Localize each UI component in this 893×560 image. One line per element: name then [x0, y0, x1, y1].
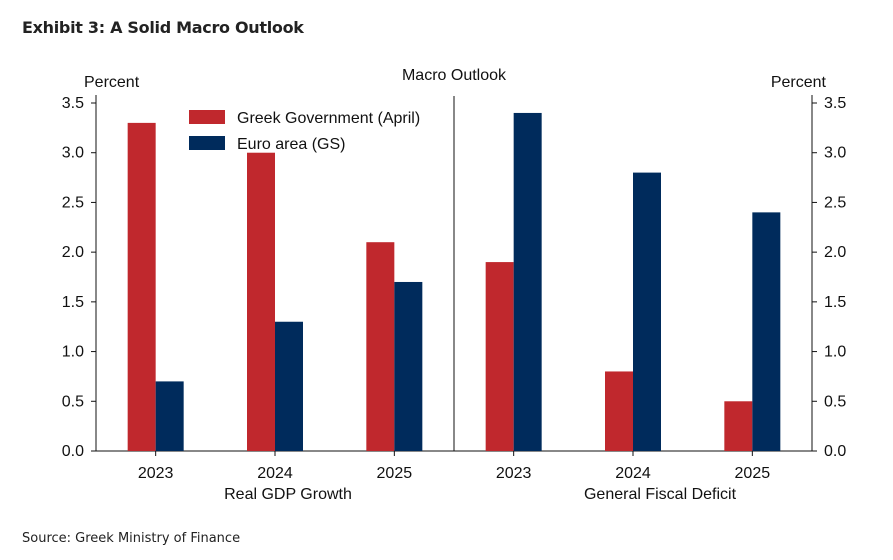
bar-euro: [275, 321, 303, 451]
panel-label-deficit: General Fiscal Deficit: [584, 486, 737, 503]
left-y-tick-label: 1.0: [62, 344, 84, 361]
bar-euro: [513, 112, 542, 451]
source-note: Source: Greek Ministry of Finance: [22, 531, 241, 546]
bar-greek: [366, 242, 395, 451]
left-y-tick-label: 0.0: [62, 443, 84, 460]
right-y-tick-label: 1.5: [824, 294, 846, 311]
bars: [127, 112, 781, 451]
x-tick-label: 2024: [257, 465, 293, 482]
legend-label-greek: Greek Government (April): [237, 110, 420, 127]
left-y-tick-label: 1.5: [62, 294, 84, 311]
left-y-tick-label: 2.0: [62, 244, 84, 261]
bar-euro: [394, 281, 423, 451]
left-y-tick-label: 0.5: [62, 393, 84, 410]
x-tick-label: 2023: [138, 465, 174, 482]
x-tick-label: 2023: [496, 465, 532, 482]
right-y-tick-label: 3.0: [824, 145, 846, 162]
legend-label-euro: Euro area (GS): [237, 136, 345, 153]
exhibit-title: Exhibit 3: A Solid Macro Outlook: [22, 18, 304, 37]
right-y-tick-label: 0.0: [824, 443, 846, 460]
bar-greek: [605, 371, 633, 451]
bar-greek: [485, 262, 514, 451]
x-tick-label: 2025: [735, 465, 771, 482]
left-y-tick-label: 3.0: [62, 145, 84, 162]
legend-swatch-euro: [189, 136, 225, 150]
x-tick-label: 2025: [377, 465, 413, 482]
right-y-tick-label: 2.0: [824, 244, 846, 261]
x-tick-label: 2024: [615, 465, 651, 482]
bar-euro: [633, 172, 661, 451]
bar-greek: [724, 401, 753, 451]
legend: Greek Government (April) Euro area (GS): [189, 110, 420, 153]
left-y-tick-label: 2.5: [62, 194, 84, 211]
right-y-tick-label: 3.5: [824, 95, 846, 112]
bar-greek: [127, 122, 156, 451]
right-axis-unit: Percent: [771, 74, 827, 91]
right-y-tick-label: 1.0: [824, 344, 846, 361]
left-y-tick-label: 3.5: [62, 95, 84, 112]
legend-swatch-greek: [189, 110, 225, 124]
right-y-tick-label: 0.5: [824, 393, 846, 410]
axes: 0.0 0.0 0.5 0.5 1.0 1.0 1.5 1.5 2.0 2.0 2.5 2.5 3.0 3…: [62, 95, 846, 482]
bar-euro: [752, 212, 781, 451]
right-y-tick-label: 2.5: [824, 194, 846, 211]
bar-euro: [155, 381, 184, 451]
left-axis-unit: Percent: [84, 74, 140, 91]
chart-title: Macro Outlook: [402, 67, 507, 84]
bar-greek: [247, 152, 275, 451]
panel-label-gdp: Real GDP Growth: [224, 486, 352, 503]
